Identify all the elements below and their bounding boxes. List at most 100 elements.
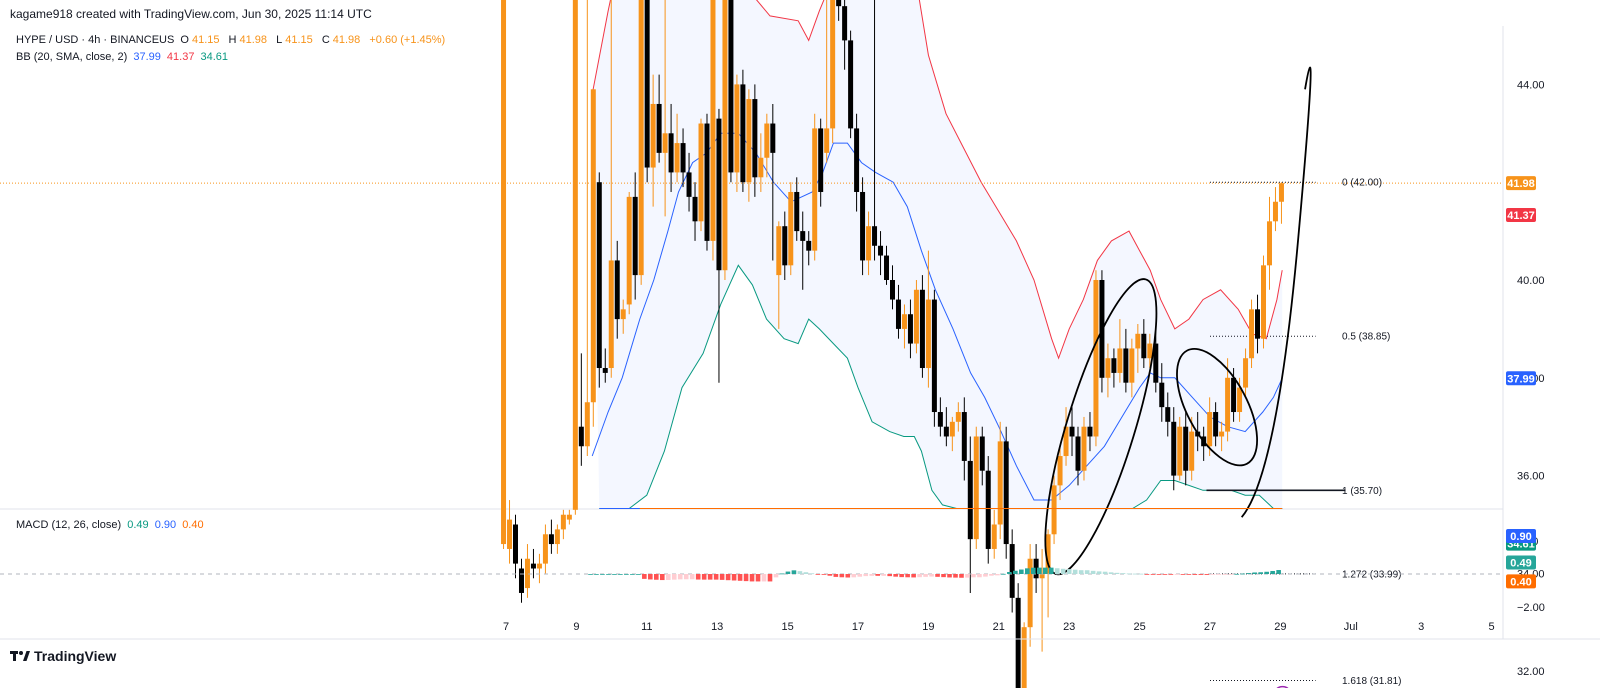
candle[interactable] xyxy=(901,304,907,349)
candle[interactable] xyxy=(758,133,764,192)
candle[interactable] xyxy=(836,0,842,21)
candle[interactable] xyxy=(1123,328,1129,393)
candle[interactable] xyxy=(1081,416,1087,481)
candle[interactable] xyxy=(746,89,752,202)
candle[interactable] xyxy=(1249,299,1255,369)
candle[interactable] xyxy=(913,280,919,354)
candle[interactable] xyxy=(674,113,680,183)
candle[interactable] xyxy=(806,231,812,266)
candle[interactable] xyxy=(949,416,955,452)
candle[interactable] xyxy=(1057,446,1063,501)
candle[interactable] xyxy=(548,519,554,554)
candle[interactable] xyxy=(842,0,848,70)
candle[interactable] xyxy=(812,113,818,261)
candle[interactable] xyxy=(1213,402,1219,447)
candle[interactable] xyxy=(1111,348,1117,388)
candle[interactable] xyxy=(590,89,596,427)
candle[interactable] xyxy=(991,509,997,559)
candle[interactable] xyxy=(1021,622,1027,688)
candle[interactable] xyxy=(1219,421,1225,452)
candle[interactable] xyxy=(794,177,800,241)
candle[interactable] xyxy=(907,299,913,359)
candle[interactable] xyxy=(626,191,632,315)
candle[interactable] xyxy=(955,402,961,432)
macd-value-label[interactable]: 0.90 xyxy=(1506,529,1536,544)
candle[interactable] xyxy=(848,30,854,139)
candle[interactable] xyxy=(507,500,513,564)
candle[interactable] xyxy=(1147,333,1153,369)
candle[interactable] xyxy=(1015,583,1021,688)
candle[interactable] xyxy=(973,426,979,549)
candle[interactable] xyxy=(608,0,614,378)
candle[interactable] xyxy=(889,265,895,310)
candle[interactable] xyxy=(716,108,722,383)
candle[interactable] xyxy=(997,421,1003,540)
candle[interactable] xyxy=(818,118,824,207)
candle[interactable] xyxy=(572,0,578,515)
candle[interactable] xyxy=(1087,412,1093,452)
candle[interactable] xyxy=(686,152,692,212)
candle[interactable] xyxy=(668,103,674,192)
candle[interactable] xyxy=(662,0,668,217)
candle[interactable] xyxy=(1069,407,1075,457)
candle[interactable] xyxy=(1171,407,1177,491)
time-axis[interactable]: 7 9 11 13 15 17 19 21 23 25 27 29 Jul 3 5 xyxy=(0,621,1600,640)
pattern-ellipse[interactable] xyxy=(1161,337,1274,478)
candle[interactable] xyxy=(800,211,806,290)
candle[interactable] xyxy=(734,74,740,192)
candle[interactable] xyxy=(854,113,860,212)
candle[interactable] xyxy=(536,553,542,584)
candle[interactable] xyxy=(931,289,937,427)
candle[interactable] xyxy=(1045,529,1051,618)
candle[interactable] xyxy=(788,182,794,276)
macd-legend[interactable]: MACD (12, 26, close) 0.49 0.90 0.40 xyxy=(16,519,207,531)
candle[interactable] xyxy=(584,0,590,457)
candle[interactable] xyxy=(1159,363,1165,422)
candle[interactable] xyxy=(919,275,925,378)
candle[interactable] xyxy=(943,407,949,447)
candle[interactable] xyxy=(1003,426,1009,559)
candle[interactable] xyxy=(602,348,608,383)
symbol-legend[interactable]: HYPE / USD · 4h · BINANCEUS O 41.15 H 41.9… xyxy=(16,34,448,46)
candle[interactable] xyxy=(830,0,836,144)
candle[interactable] xyxy=(1033,544,1039,593)
candle[interactable] xyxy=(560,509,566,540)
macd-hist-label[interactable]: 0.49 xyxy=(1506,555,1536,570)
candle[interactable] xyxy=(554,524,560,554)
candle[interactable] xyxy=(656,74,662,163)
last-price-label[interactable]: 41.98 xyxy=(1506,176,1536,191)
candle[interactable] xyxy=(530,548,536,579)
candle[interactable] xyxy=(1177,416,1183,481)
candle[interactable] xyxy=(638,0,644,285)
candle[interactable] xyxy=(692,182,698,241)
candle[interactable] xyxy=(704,113,710,251)
candle[interactable] xyxy=(1225,358,1231,442)
candle[interactable] xyxy=(1141,319,1147,369)
candle[interactable] xyxy=(728,0,734,183)
candle[interactable] xyxy=(578,353,584,466)
candle[interactable] xyxy=(566,509,572,525)
candle[interactable] xyxy=(722,0,728,280)
candle[interactable] xyxy=(518,558,524,603)
candle[interactable] xyxy=(967,436,973,593)
tradingview-brand[interactable]: TradingView xyxy=(10,648,116,664)
candle[interactable] xyxy=(1153,328,1159,393)
macd-label[interactable]: MACD (12, 26, close) xyxy=(16,519,122,531)
candle[interactable] xyxy=(895,284,901,339)
bb-basis-label[interactable]: 37.99 xyxy=(1506,371,1536,386)
candle[interactable] xyxy=(710,0,716,261)
candle[interactable] xyxy=(680,128,686,188)
candle[interactable] xyxy=(1129,338,1135,398)
candle[interactable] xyxy=(644,0,650,183)
candle[interactable] xyxy=(860,177,866,276)
candle[interactable] xyxy=(1266,196,1272,290)
candle[interactable] xyxy=(513,514,519,579)
candle[interactable] xyxy=(524,544,530,598)
candle[interactable] xyxy=(1039,548,1045,652)
candle[interactable] xyxy=(764,113,770,178)
macd-pane[interactable] xyxy=(0,508,1503,582)
candle[interactable] xyxy=(1189,416,1195,481)
candle[interactable] xyxy=(650,74,656,207)
candle[interactable] xyxy=(1135,324,1141,373)
price-pane[interactable]: 0 (42.00) 0.5 (38.85) 1 (35.70) 1.272 (33.9… xyxy=(0,0,1503,688)
